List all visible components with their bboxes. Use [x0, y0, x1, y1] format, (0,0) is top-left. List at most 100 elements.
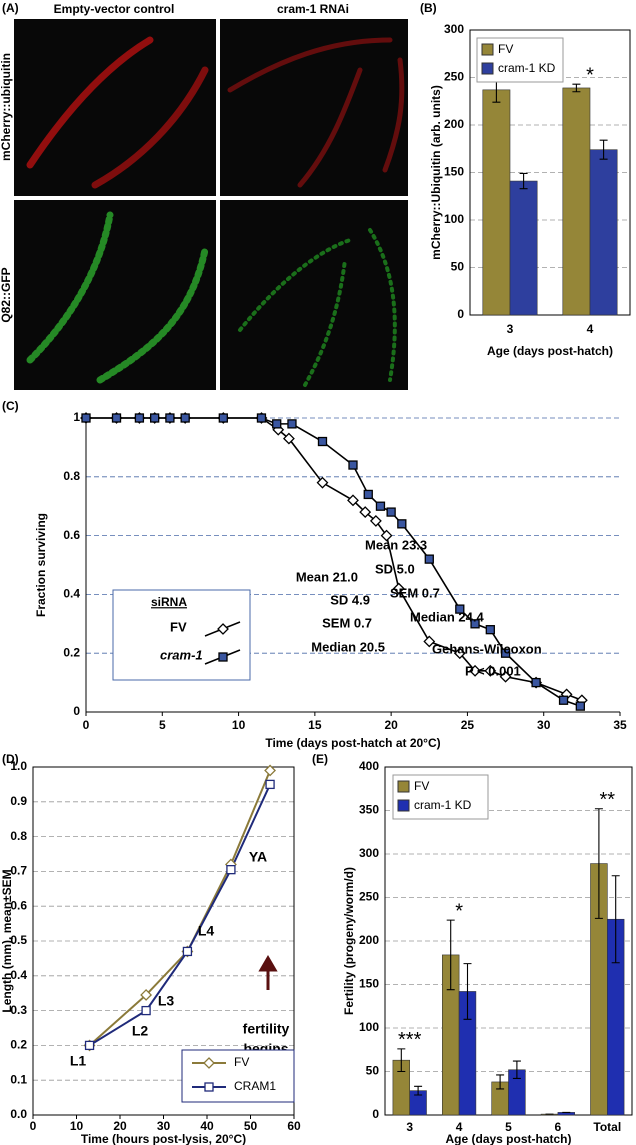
marker	[485, 625, 495, 635]
annotation: SD 5.0	[375, 561, 415, 576]
error-bar	[519, 172, 528, 190]
y-tick-label: 250	[444, 70, 464, 84]
annotation: L4	[198, 923, 215, 939]
x-tick-label: 3	[406, 1120, 413, 1134]
marker	[204, 1082, 214, 1092]
annotation: P < 0.001	[465, 663, 521, 678]
marker	[84, 1040, 95, 1051]
marker	[347, 494, 359, 507]
x-axis-title: Time (days post-hatch at 20°C)	[265, 736, 440, 750]
marker	[287, 419, 297, 429]
marker	[182, 946, 193, 957]
panel-label: (C)	[2, 399, 19, 413]
panel-label: (D)	[2, 752, 19, 766]
worm	[91, 66, 209, 189]
legend-label: FV	[414, 779, 429, 793]
marker	[423, 635, 436, 648]
worm	[368, 228, 397, 382]
error-bar	[414, 1085, 423, 1096]
marker	[380, 529, 393, 542]
annotation: fertility	[243, 1021, 290, 1037]
marker	[140, 989, 153, 1001]
x-tick-label: 35	[613, 718, 627, 732]
worm	[382, 57, 405, 173]
bar	[562, 87, 591, 316]
significance-label: **	[600, 789, 616, 811]
panel-label: (B)	[420, 1, 437, 15]
y-tick-label: 300	[444, 22, 464, 36]
legend-label: cram-1 KD	[498, 61, 556, 75]
marker	[386, 507, 396, 517]
y-tick-label: 0.1	[10, 1072, 27, 1086]
y-tick-label: 50	[366, 1064, 380, 1078]
x-axis-title: Age (days post-hatch)	[445, 1132, 571, 1145]
x-tick-label: 60	[287, 1119, 301, 1133]
series-line	[88, 770, 271, 1047]
annotation: L3	[158, 993, 175, 1009]
x-tick-label: 0	[83, 718, 90, 732]
worm	[26, 211, 114, 364]
y-tick-label: 250	[359, 890, 379, 904]
annotation: SD 4.9	[330, 592, 370, 607]
error-bar	[572, 83, 581, 93]
panel-label: (E)	[312, 752, 328, 766]
significance-label: ***	[398, 1029, 422, 1051]
marker	[180, 413, 190, 423]
marker	[134, 413, 145, 423]
x-tick-label: 30	[537, 718, 551, 732]
annotation: YA	[249, 849, 267, 865]
x-tick-label: 4	[587, 322, 594, 336]
marker	[558, 695, 569, 705]
x-tick-label: 3	[507, 322, 514, 336]
marker	[203, 1057, 215, 1069]
x-tick-label: 20	[113, 1119, 127, 1133]
y-tick-label: 0.3	[10, 1003, 27, 1017]
chart: (B) 0 50 100 150 200 250 300 Age (days post-hatc…	[420, 1, 631, 358]
y-tick-label: 50	[451, 260, 465, 274]
legend-swatch	[397, 780, 410, 793]
worm	[96, 246, 209, 384]
x-axis-title: Time (hours post-lysis, 20°C)	[81, 1132, 246, 1145]
micrograph	[220, 200, 408, 390]
worm	[227, 37, 393, 93]
error-bar	[594, 808, 603, 919]
marker	[363, 489, 373, 500]
marker	[226, 865, 236, 875]
row-label: Q82::GFP	[0, 267, 13, 322]
legend-title: siRNA	[151, 595, 187, 609]
marker	[218, 413, 228, 423]
x-tick-label: 20	[384, 718, 398, 732]
marker	[424, 554, 434, 564]
legend-label: FV	[234, 1055, 249, 1069]
micrograph	[14, 200, 216, 390]
y-tick-label: 0.2	[63, 645, 80, 659]
y-tick-label: 0.6	[63, 528, 80, 542]
error-bar	[599, 139, 608, 160]
x-tick-label: 6	[555, 1120, 562, 1134]
y-axis-title: Fertility (progeny/worm/d)	[342, 867, 356, 1015]
worm	[238, 238, 352, 332]
y-tick-label: 100	[444, 212, 464, 226]
legend-box	[181, 1049, 295, 1103]
marker	[217, 623, 229, 635]
marker	[81, 413, 91, 423]
annotation: SEM 0.7	[322, 615, 372, 630]
y-axis-title: Fraction surviving	[34, 513, 48, 617]
y-tick-label: 1	[73, 410, 80, 424]
y-tick-label: 150	[444, 165, 464, 179]
error-bar	[512, 1060, 521, 1080]
significance-label: *	[455, 900, 463, 922]
image-panel: (A) Empty-vector control cram-1 RNAi mCh…	[0, 1, 408, 390]
y-tick-label: 0.7	[10, 864, 27, 878]
series-line	[89, 783, 271, 1047]
marker	[369, 514, 382, 527]
marker	[484, 664, 497, 677]
legend-label: CRAM1	[234, 1079, 276, 1093]
y-tick-label: 400	[359, 759, 379, 773]
annotation: L2	[132, 1023, 149, 1039]
y-tick-label: 1.0	[10, 759, 27, 773]
y-tick-label: 0.8	[63, 469, 80, 483]
legend-swatch	[481, 43, 494, 56]
y-tick-label: 200	[444, 117, 464, 131]
